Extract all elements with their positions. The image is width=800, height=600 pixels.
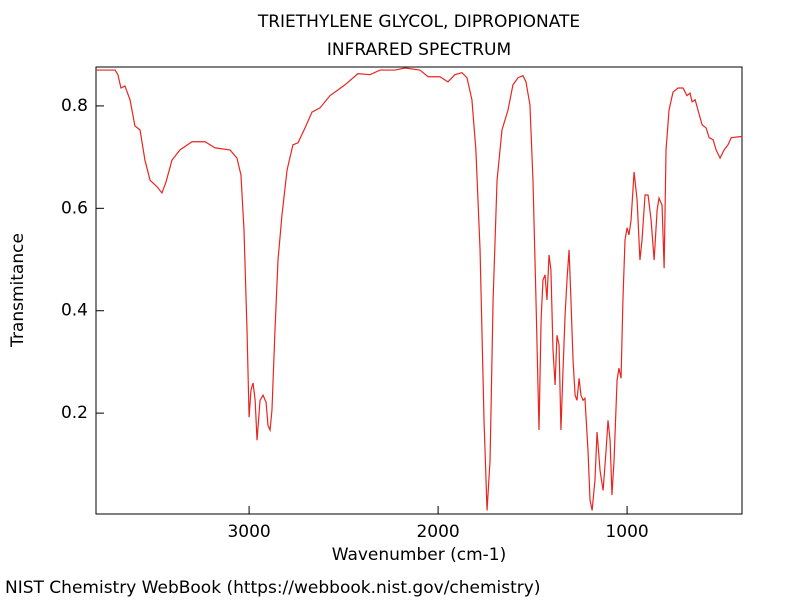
- x-tick-label: 3000: [227, 522, 270, 542]
- footer: NIST Chemistry WebBook (https://webbook.…: [5, 578, 540, 598]
- y-tick-label: 0.6: [61, 198, 88, 218]
- y-tick-label: 0.8: [61, 96, 88, 116]
- x-axis-label: Wavenumber (cm-1): [332, 545, 507, 565]
- chart-subtitle: INFRARED SPECTRUM: [327, 40, 511, 60]
- x-tick-label: 1000: [605, 522, 648, 542]
- plot-frame: [95, 66, 743, 515]
- spectrum-line: [96, 67, 742, 511]
- y-tick-label: 0.2: [61, 403, 88, 423]
- y-axis-label: Transmitance: [8, 233, 28, 348]
- chart-title: TRIETHYLENE GLYCOL, DIPROPIONATE: [257, 12, 580, 32]
- y-tick-label: 0.4: [61, 301, 88, 321]
- x-tick-label: 2000: [416, 522, 459, 542]
